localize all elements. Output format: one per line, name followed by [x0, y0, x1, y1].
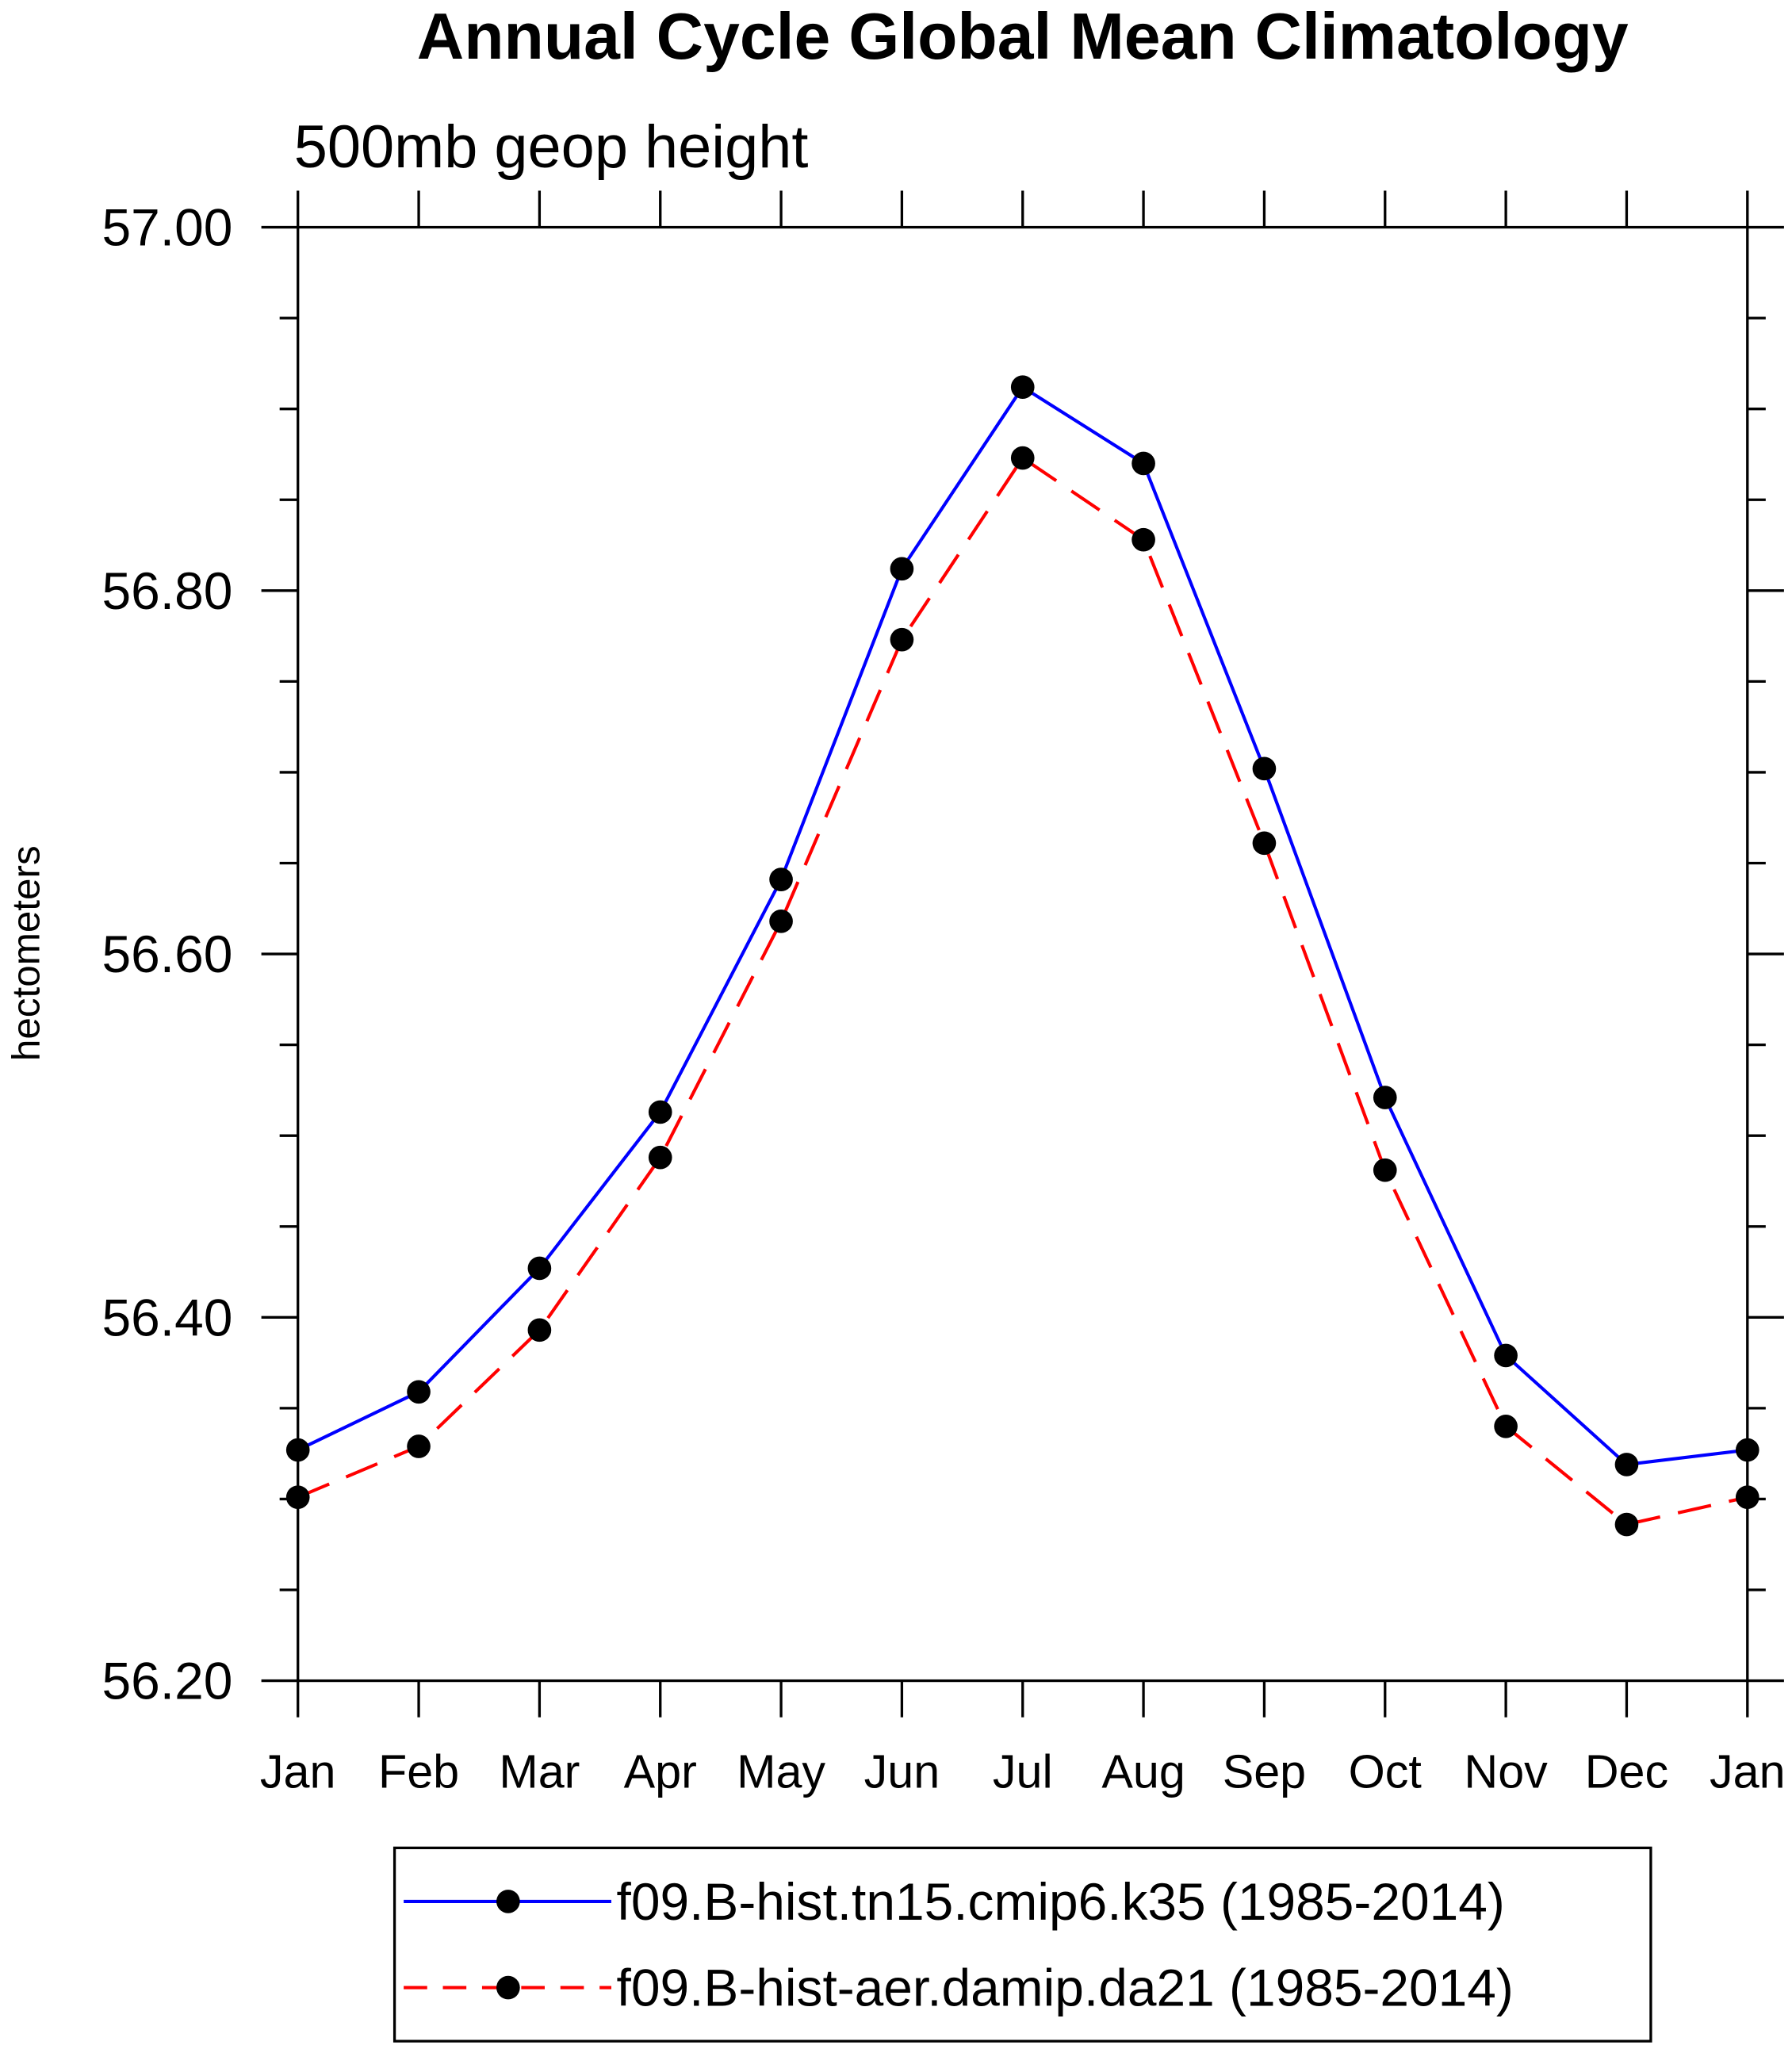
data-point-2 [1252, 831, 1277, 856]
x-tick-label: Oct [1349, 1745, 1422, 1798]
y-tick-label: 56.80 [102, 561, 233, 620]
data-point-2 [407, 1434, 431, 1458]
data-point-1 [1735, 1438, 1759, 1462]
x-tick-label: Mar [499, 1745, 580, 1798]
data-point-1 [890, 557, 914, 581]
x-tick-label: Feb [378, 1745, 459, 1798]
y-axis-label: hectometers [5, 845, 48, 1061]
x-tick-label: Apr [624, 1745, 697, 1798]
series-line-2 [297, 455, 1748, 1526]
y-tick-label: 56.40 [102, 1288, 233, 1346]
data-point-1 [407, 1380, 431, 1404]
data-point-1 [1494, 1343, 1518, 1368]
data-point-2 [648, 1145, 672, 1170]
x-tick-label: Aug [1101, 1745, 1185, 1798]
x-tick-label: Jun [864, 1745, 940, 1798]
legend-label-2: f09.B-hist-aer.damip.da21 (1985-2014) [617, 1959, 1514, 2017]
y-tick-label: 56.60 [102, 925, 233, 983]
legend: f09.B-hist.tn15.cmip6.k35 (1985-2014) f0… [392, 1846, 1652, 2043]
x-tick-label: Jan [260, 1745, 336, 1798]
x-tick-label: Jan [1710, 1745, 1786, 1798]
legend-marker-red [496, 1975, 520, 2000]
data-point-2 [1010, 446, 1035, 470]
series-line-1 [297, 385, 1748, 1467]
y-tick-label: 57.00 [102, 198, 233, 257]
data-point-1 [769, 867, 793, 891]
y-tick-label: 56.20 [102, 1652, 233, 1710]
data-point-1 [1252, 756, 1277, 781]
plot-frame [297, 225, 1749, 1683]
data-point-2 [769, 910, 793, 933]
data-point-2 [285, 1485, 310, 1509]
x-tick-label: Jul [993, 1745, 1053, 1798]
x-tick-label: Dec [1585, 1745, 1668, 1798]
data-point-2 [1614, 1512, 1639, 1537]
x-tick-label: Sep [1223, 1745, 1306, 1798]
data-point-2 [527, 1318, 552, 1342]
legend-label-1: f09.B-hist.tn15.cmip6.k35 (1985-2014) [617, 1872, 1505, 1931]
data-point-1 [1010, 375, 1035, 400]
data-point-2 [1494, 1414, 1518, 1438]
data-point-2 [1735, 1485, 1759, 1509]
chart-subtitle: 500mb geop height [294, 113, 809, 181]
data-point-1 [527, 1256, 552, 1281]
data-point-2 [1373, 1158, 1397, 1182]
data-point-2 [890, 627, 914, 652]
legend-marker-blue [496, 1890, 520, 1913]
legend-box [392, 1846, 1652, 2043]
data-point-2 [1131, 527, 1155, 552]
x-tick-label: May [737, 1745, 825, 1798]
data-point-1 [285, 1438, 310, 1462]
data-point-1 [1373, 1086, 1397, 1109]
x-tick-label: Nov [1464, 1745, 1548, 1798]
chart-title: Annual Cycle Global Mean Climatology [417, 0, 1629, 73]
data-point-1 [1614, 1453, 1639, 1476]
data-point-1 [1131, 451, 1155, 476]
data-point-1 [648, 1100, 672, 1124]
